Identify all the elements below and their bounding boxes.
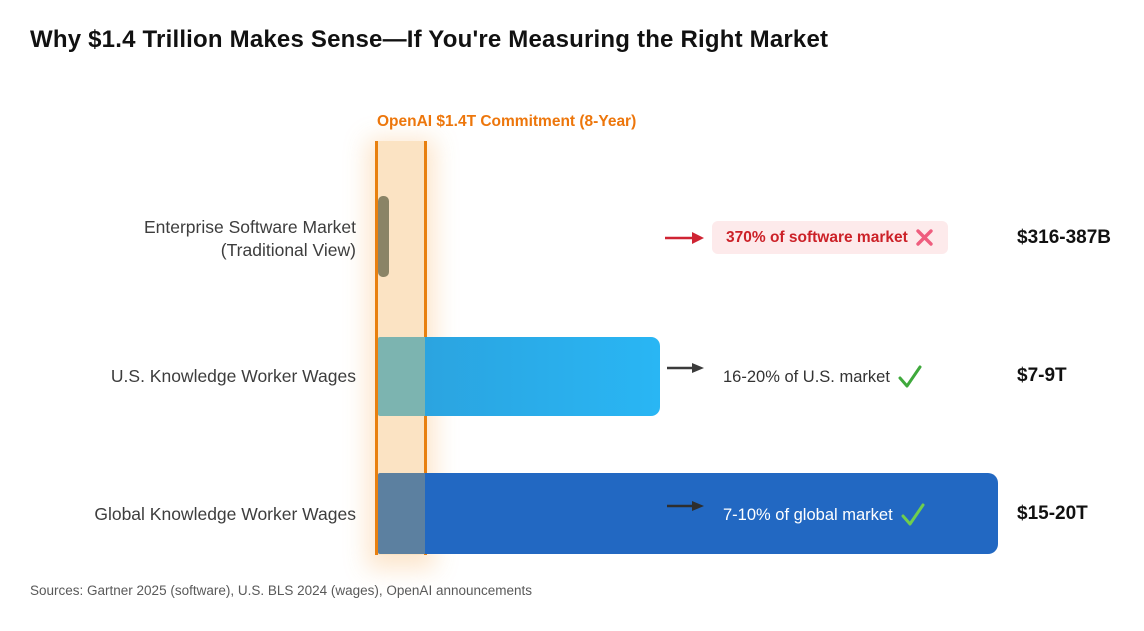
annotation-text: 16-20% of U.S. market bbox=[723, 367, 890, 386]
row-label-line2: (Traditional View) bbox=[220, 239, 356, 260]
value-us-wages: $7-9T bbox=[1017, 365, 1067, 386]
row-label-global-wages: Global Knowledge Worker Wages bbox=[20, 503, 356, 526]
red-arrow-icon bbox=[664, 231, 704, 245]
value-enterprise-software: $316-387B bbox=[1017, 227, 1112, 248]
chart-title: Why $1.4 Trillion Makes Sense—If You're … bbox=[30, 26, 829, 53]
check-icon bbox=[900, 502, 926, 528]
value-global-wages: $15-20T bbox=[1017, 503, 1088, 524]
annotation-fail-badge: 370% of software market bbox=[712, 221, 948, 254]
bar-us-wages bbox=[378, 337, 660, 416]
bar-global-wages-main-segment bbox=[425, 473, 998, 554]
annotation-text: 370% of software market bbox=[726, 228, 908, 246]
sources-note: Sources: Gartner 2025 (software), U.S. B… bbox=[30, 583, 533, 598]
dark-arrow-icon bbox=[666, 361, 706, 375]
annotation-text: 7-10% of global market bbox=[723, 505, 893, 524]
row-label-line1: Enterprise Software Market bbox=[143, 217, 356, 237]
check-icon bbox=[897, 364, 923, 390]
annotation-global-wages: 7-10% of global market bbox=[723, 502, 926, 528]
bar-us-wages-main-segment bbox=[425, 337, 660, 416]
bar-enterprise-software bbox=[378, 196, 389, 277]
commitment-band-label: OpenAI $1.4T Commitment (8-Year) bbox=[377, 113, 637, 130]
row-label-line1: Global Knowledge Worker Wages bbox=[94, 504, 356, 524]
x-icon bbox=[915, 228, 934, 247]
bar-us-wages-overlap-segment bbox=[378, 337, 425, 416]
row-label-enterprise-software: Enterprise Software Market (Traditional … bbox=[20, 216, 356, 262]
annotation-us-wages: 16-20% of U.S. market bbox=[723, 364, 923, 390]
dark-arrow-icon bbox=[666, 499, 706, 513]
bar-global-wages bbox=[378, 473, 998, 554]
row-label-line1: U.S. Knowledge Worker Wages bbox=[110, 366, 356, 386]
row-label-us-wages: U.S. Knowledge Worker Wages bbox=[20, 365, 356, 388]
bar-global-wages-overlap-segment bbox=[378, 473, 425, 554]
